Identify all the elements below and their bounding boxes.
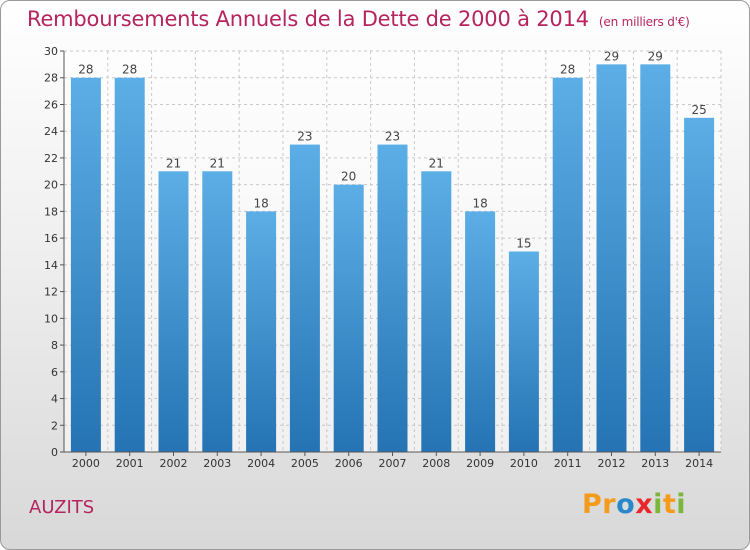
x-tick-label: 2014 [685,457,713,470]
y-tick-label: 18 [44,205,58,218]
bar [640,64,671,452]
bar [114,77,145,452]
x-tick-label: 2005 [291,457,319,470]
bar [246,211,277,452]
x-tick-label: 2000 [72,457,100,470]
data-label: 28 [122,63,137,77]
chart-title: Remboursements Annuels de la Dette de 20… [27,7,690,31]
logo-letter: i [653,489,663,520]
data-label: 21 [210,156,225,170]
data-label: 29 [604,49,619,63]
bar [158,171,189,453]
x-tick-label: 2012 [598,457,626,470]
x-tick-label: 2002 [160,457,188,470]
x-tick-label: 2003 [203,457,231,470]
y-tick-label: 2 [51,419,58,432]
y-tick-label: 4 [51,393,58,406]
x-tick-label: 2013 [641,457,669,470]
bar [684,117,715,452]
bar [465,211,496,452]
y-tick-label: 20 [44,179,58,192]
y-tick-label: 24 [44,125,58,138]
chart-subtitle: (en milliers d'€) [598,15,690,29]
x-tick-label: 2008 [422,457,450,470]
x-tick-label: 2009 [466,457,494,470]
data-label: 23 [385,130,400,144]
logo-letter: o [616,489,636,520]
data-label: 18 [253,196,268,210]
bar [70,77,101,452]
logo-letter: i [676,489,687,520]
commune-name: AUZITS [29,497,95,518]
data-label: 28 [78,63,93,77]
x-tick-label: 2006 [335,457,363,470]
y-tick-label: 0 [51,446,58,459]
logo-letter: r [602,489,617,520]
y-tick-label: 26 [44,98,58,111]
bar [202,171,233,453]
data-label: 25 [691,103,706,117]
logo-letter: t [662,489,677,520]
y-tick-label: 8 [51,339,58,352]
data-label: 20 [341,170,356,184]
x-tick-label: 2007 [379,457,407,470]
y-tick-label: 6 [51,366,58,379]
bar [596,64,627,452]
x-tick-label: 2010 [510,457,538,470]
logo-letter: P [582,489,603,520]
data-label: 15 [516,237,531,251]
bar [508,251,539,452]
labels: 28 28 21 21 18 23 20 23 21 18 15 28 29 29 25 [78,49,706,250]
data-label: 18 [472,196,487,210]
data-label: 23 [297,130,312,144]
bar [552,77,583,452]
data-label: 21 [429,156,444,170]
bars [70,64,715,453]
y-tick-label: 16 [44,232,58,245]
y-tick-label: 28 [44,72,58,85]
title-text: Remboursements Annuels de la Dette de 20… [27,7,589,31]
logo-letter: x [635,489,654,520]
bar [421,171,452,453]
y-tick-label: 30 [44,45,58,58]
x-tick-label: 2011 [554,457,582,470]
bar [333,184,364,452]
y-tick-label: 10 [44,312,58,325]
data-label: 21 [166,156,181,170]
bar [289,144,320,453]
x-tick-label: 2001 [116,457,144,470]
y-tick-label: 12 [44,286,58,299]
y-tick-label: 22 [44,152,58,165]
proxiti-logo: Proxiti [582,489,686,520]
data-label: 28 [560,63,575,77]
data-label: 29 [648,49,663,63]
y-tick-label: 14 [44,259,58,272]
bar [377,144,408,453]
x-tick-label: 2004 [247,457,275,470]
